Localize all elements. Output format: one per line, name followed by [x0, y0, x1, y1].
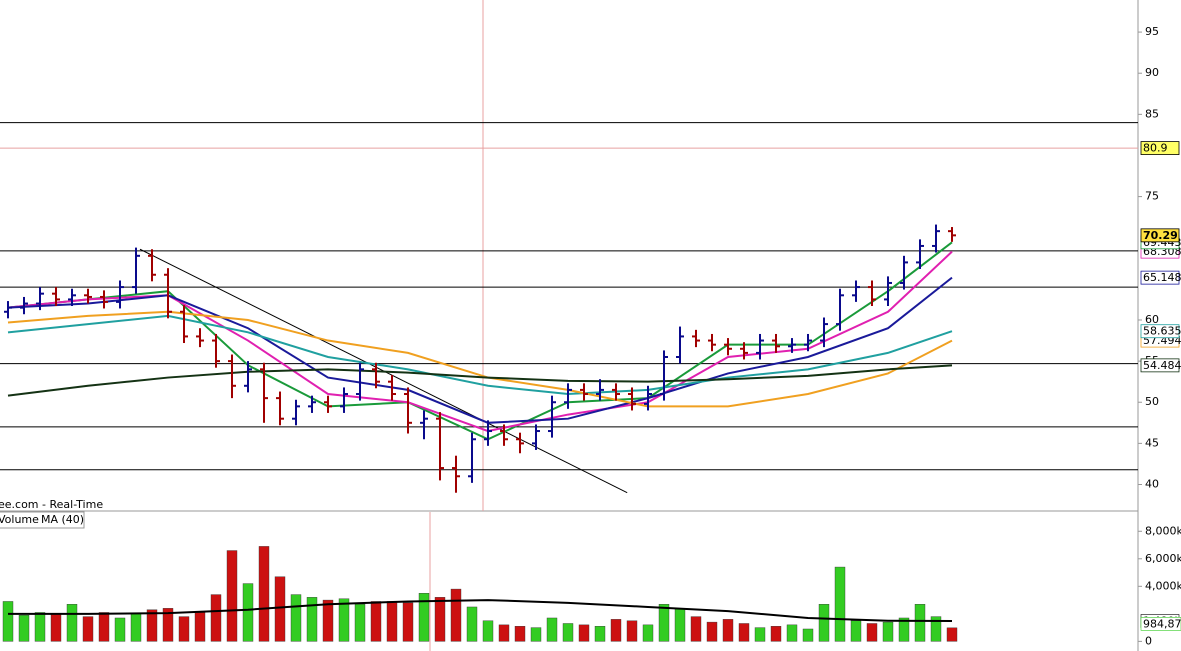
volume-bar [322, 599, 334, 642]
value-label-box [1140, 324, 1180, 339]
volume-bar [706, 621, 718, 642]
volume-bar [114, 617, 126, 642]
volume-bar [194, 612, 206, 642]
volume-bar [722, 619, 734, 642]
right-axis: 40455055607585909580.957.49458.63554.484… [1138, 25, 1181, 647]
volume-bar [818, 604, 830, 642]
volume-bar [866, 623, 878, 642]
y-tick-label: 95 [1145, 25, 1159, 38]
volume-bar [530, 627, 542, 642]
volume-bar [770, 626, 782, 642]
y-tick-label: 75 [1145, 190, 1159, 203]
value-label: 984,879 [1143, 617, 1181, 630]
volume-bar [546, 617, 558, 642]
price-panel [0, 122, 1138, 494]
volume-panel [2, 546, 958, 642]
volume-bar [354, 604, 366, 642]
moving-average [7, 364, 953, 397]
y-tick-label: 0 [1145, 634, 1152, 647]
volume-bar [482, 620, 494, 642]
volume-bar [850, 620, 862, 642]
volume-bar [306, 597, 318, 642]
volume-bar [754, 627, 766, 642]
volume-bar [802, 628, 814, 642]
y-tick-label: 40 [1145, 478, 1159, 491]
y-tick-label: 85 [1145, 107, 1159, 120]
value-label: 58.635 [1143, 325, 1181, 338]
volume-bar [82, 616, 94, 642]
volume-bar [338, 598, 350, 642]
volume-bar [130, 613, 142, 642]
volume-bar [258, 546, 270, 642]
volume-bar [946, 627, 958, 642]
value-label-box [1140, 228, 1180, 243]
volume-bar [386, 601, 398, 642]
y-tick-label: 60 [1145, 313, 1159, 326]
y-tick-label: 50 [1145, 395, 1159, 408]
volume-ma [8, 599, 953, 622]
y-tick-label: 4,000k [1145, 579, 1181, 592]
volume-bar [930, 616, 942, 642]
volume-bar [786, 624, 798, 642]
y-tick-label: 6,000k [1145, 552, 1181, 565]
value-label: 70.29 [1143, 229, 1178, 242]
volume-bar [578, 624, 590, 642]
source-label: ee.com - Real-Time [0, 498, 103, 511]
volume-bar [226, 550, 238, 642]
value-label: 54.484 [1143, 359, 1181, 372]
volume-bar [658, 604, 670, 642]
volume-bar [402, 602, 414, 642]
volume-bar [626, 620, 638, 642]
volume-bar [610, 619, 622, 642]
volume-bar [66, 604, 78, 642]
volume-bar [370, 601, 382, 642]
volume-bar [18, 615, 30, 642]
y-tick-label: 45 [1145, 436, 1159, 449]
volume-bar [466, 606, 478, 642]
volume-bar [290, 594, 302, 642]
volume-bar [34, 612, 46, 642]
value-label-box [1140, 141, 1180, 155]
y-tick-label: 8,000k [1145, 524, 1181, 537]
value-label-box [1140, 617, 1181, 631]
volume-bar [562, 623, 574, 642]
volume-bar [146, 609, 158, 642]
value-label: 80.9 [1143, 142, 1168, 155]
y-tick-label: 90 [1145, 66, 1159, 79]
volume-bar [834, 566, 846, 642]
volume-bar [690, 616, 702, 642]
volume-bar [434, 597, 446, 642]
volume-bar [898, 617, 910, 642]
volume-bar [210, 594, 222, 642]
volume-bar [274, 576, 286, 642]
volume-bar [418, 592, 430, 642]
volume-bar [674, 608, 686, 642]
legend-entry: Volume [0, 513, 39, 526]
volume-bar [498, 624, 510, 642]
volume-bar [178, 616, 190, 642]
value-label: 65.148 [1143, 271, 1181, 284]
volume-bar [242, 583, 254, 642]
value-label-box [1140, 358, 1180, 373]
volume-bar [594, 626, 606, 642]
volume-bar [98, 612, 110, 642]
volume-bar [642, 624, 654, 642]
volume-bar [914, 604, 926, 642]
volume-bar [738, 623, 750, 642]
volume-bar [514, 626, 526, 642]
legend-entry: MA (40) [41, 513, 84, 526]
volume-bar [162, 608, 174, 642]
volume-legend-box [0, 511, 85, 529]
value-label-box [1140, 270, 1180, 285]
volume-bar [450, 588, 462, 642]
volume-bar [2, 601, 14, 642]
volume-bar [50, 613, 62, 642]
volume-bar [882, 621, 894, 642]
